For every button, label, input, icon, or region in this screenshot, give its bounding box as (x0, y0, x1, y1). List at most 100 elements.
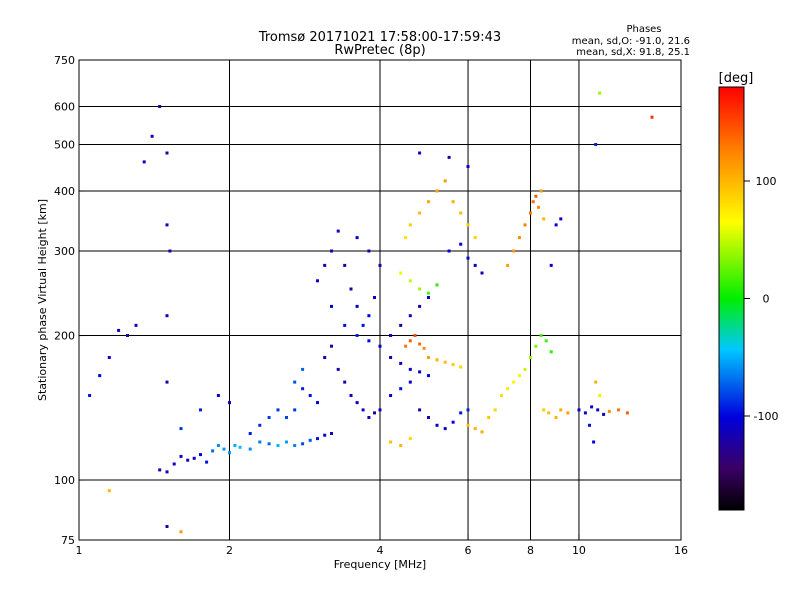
y-tick-label: 75 (61, 534, 75, 547)
data-point (330, 304, 333, 308)
data-point (427, 374, 430, 378)
data-point (466, 423, 470, 427)
data-point (389, 334, 393, 337)
data-point (367, 314, 371, 318)
data-point (625, 411, 629, 415)
data-point (554, 416, 558, 419)
data-point (186, 458, 190, 462)
data-point (480, 271, 484, 275)
data-point (301, 442, 305, 446)
data-point (258, 423, 262, 427)
data-point (179, 530, 183, 534)
data-point (529, 356, 532, 359)
data-point (559, 217, 563, 221)
data-point (408, 437, 412, 441)
data-point (205, 460, 209, 464)
data-point (248, 447, 252, 451)
data-point (301, 367, 305, 371)
data-point (367, 339, 371, 343)
data-point (473, 236, 477, 240)
data-point (408, 380, 412, 384)
data-point (590, 405, 594, 409)
data-point (506, 387, 510, 391)
data-point (361, 408, 365, 412)
data-point (408, 314, 412, 318)
data-point (349, 287, 353, 291)
data-point (107, 489, 111, 493)
data-point (316, 437, 319, 441)
data-point (443, 427, 447, 431)
data-point (228, 401, 231, 405)
data-point (330, 344, 333, 348)
data-point (276, 408, 280, 412)
data-point (517, 236, 521, 240)
data-point (165, 223, 169, 227)
y-tick-label: 200 (54, 330, 75, 343)
data-point (168, 249, 172, 253)
data-point (399, 387, 403, 391)
data-point (228, 451, 231, 455)
data-point (308, 438, 312, 442)
grid-lines (79, 60, 681, 540)
data-point (308, 394, 312, 397)
data-point (418, 370, 422, 374)
data-point (199, 453, 202, 457)
data-point (607, 409, 611, 413)
data-point (534, 344, 538, 348)
data-point (427, 291, 430, 295)
data-point (435, 423, 439, 427)
data-point (192, 456, 196, 460)
data-point (258, 440, 262, 444)
data-point (408, 223, 412, 227)
data-point (222, 447, 226, 451)
data-point (443, 179, 447, 183)
data-point (459, 411, 463, 415)
data-point (517, 374, 521, 378)
y-tick-label: 300 (54, 245, 75, 258)
data-point (443, 360, 447, 364)
data-point (330, 249, 333, 253)
x-tick-label: 6 (465, 544, 472, 557)
data-point (566, 411, 570, 415)
data-point (343, 323, 347, 327)
data-point (378, 344, 382, 348)
x-axis-label: Frequency [MHz] (334, 558, 426, 571)
data-point (459, 242, 463, 246)
data-point (559, 408, 563, 412)
data-point (267, 442, 271, 446)
data-point (399, 444, 403, 447)
data-point (493, 408, 497, 412)
data-point (343, 263, 347, 267)
data-point (418, 287, 422, 291)
data-point (537, 205, 540, 209)
data-point (473, 427, 477, 431)
data-point (165, 314, 169, 318)
data-point (542, 408, 546, 412)
data-point (531, 200, 535, 204)
data-point (355, 334, 359, 337)
data-point (301, 387, 305, 391)
data-point (107, 356, 111, 359)
data-point (389, 394, 393, 397)
data-point (435, 283, 439, 287)
data-point (466, 223, 470, 227)
data-point (199, 408, 202, 412)
x-tick-label: 4 (377, 544, 384, 557)
data-point (216, 394, 220, 397)
y-tick-label: 750 (54, 54, 75, 67)
data-point (373, 296, 376, 299)
colorbar-tick-label: 100 (756, 175, 777, 188)
data-point (142, 160, 146, 164)
stats-title: Phases (626, 24, 661, 35)
data-point (216, 444, 220, 447)
axis-ticks: 1 2 4 6 8 10 16 75 100 200 300 400 500 600 750 (54, 54, 688, 557)
data-point (534, 194, 538, 198)
y-tick-label: 100 (54, 474, 75, 487)
data-point (378, 263, 382, 267)
data-point (447, 155, 451, 159)
x-tick-label: 8 (527, 544, 534, 557)
data-point (523, 367, 527, 371)
data-point (367, 249, 371, 253)
data-point (451, 420, 455, 424)
data-point (165, 470, 169, 474)
